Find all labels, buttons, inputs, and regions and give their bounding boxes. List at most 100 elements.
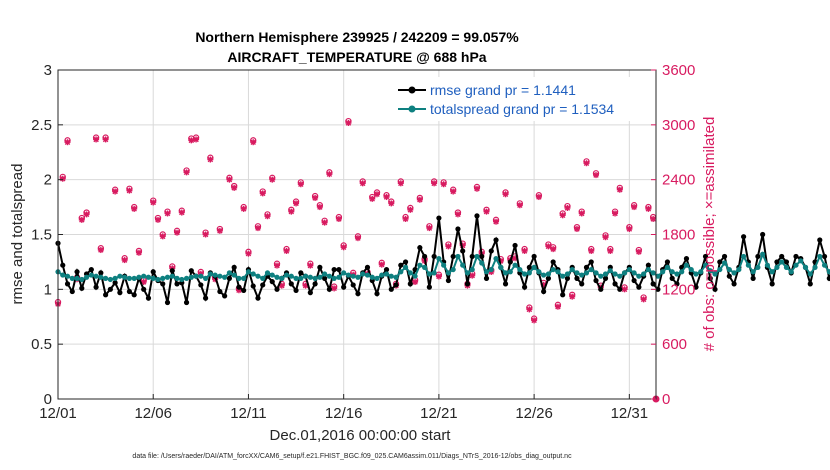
totalspread-point <box>750 269 756 275</box>
rmse-point <box>521 284 528 290</box>
totalspread-point <box>302 273 309 279</box>
totalspread-point <box>307 274 313 280</box>
totalspread-point <box>88 272 94 278</box>
rmse-point <box>560 292 566 298</box>
totalspread-point <box>721 260 728 266</box>
totalspread-point <box>621 270 628 276</box>
rmse-point <box>574 275 580 281</box>
totalspread-point <box>298 275 304 281</box>
totalspread-point <box>817 253 823 260</box>
rmse-point <box>269 279 275 285</box>
totalspread-point <box>326 273 332 279</box>
totalspread-point <box>136 274 142 280</box>
totalspread-point <box>79 276 85 283</box>
rmse-point <box>617 286 623 292</box>
totalspread-point <box>131 275 137 281</box>
data-file-footer: data file: /Users/raeder/DAI/ATM_forcXX/… <box>132 453 572 460</box>
obs-assimilated-marker <box>388 200 395 207</box>
obs-assimilated-marker <box>569 293 576 300</box>
totalspread-point <box>607 268 613 274</box>
totalspread-point <box>631 270 637 276</box>
totalspread-point <box>741 253 747 260</box>
totalspread-point <box>821 262 828 268</box>
rmse-point <box>112 280 118 286</box>
obs-assimilated-marker <box>412 279 419 286</box>
rmse-point <box>145 295 152 301</box>
rmse-point <box>479 253 485 260</box>
x-axis-label: Dec.01,2016 00:00:00 start <box>270 427 452 444</box>
totalspread-point <box>231 272 237 278</box>
y-left-tick-label-5: 2.5 <box>31 117 52 134</box>
obs-assimilated-marker <box>150 199 157 206</box>
obs-assimilated-marker <box>283 247 290 254</box>
obs-assimilated-marker <box>83 211 90 218</box>
rmse-point <box>126 288 133 295</box>
rmse-point <box>431 253 437 260</box>
rmse-point <box>117 290 123 296</box>
totalspread-point <box>193 273 199 279</box>
totalspread-point <box>707 268 713 274</box>
obs-assimilated-marker <box>531 317 538 324</box>
y-right-tick-label-2: 1200 <box>662 281 695 298</box>
totalspread-point <box>479 260 485 266</box>
totalspread-point <box>712 271 718 277</box>
legend-box <box>392 77 650 121</box>
obs-assimilated-marker <box>593 172 600 179</box>
totalspread-point <box>469 266 475 273</box>
obs-assimilated-marker <box>154 216 161 223</box>
totalspread-point <box>564 271 571 277</box>
totalspread-point <box>422 264 428 270</box>
obs-assimilated-marker <box>259 190 266 197</box>
y-left-tick-label-0: 0 <box>44 391 52 408</box>
obs-assimilated-marker <box>635 248 642 255</box>
rmse-point <box>636 284 642 290</box>
totalspread-point <box>393 274 399 280</box>
totalspread-point <box>798 258 804 264</box>
rmse-point <box>364 264 371 270</box>
totalspread-point <box>493 256 499 262</box>
totalspread-point <box>69 275 75 281</box>
obs-assimilated-marker <box>440 181 447 188</box>
totalspread-point <box>736 266 742 273</box>
obs-markers <box>54 117 660 403</box>
rmse-point <box>769 281 775 287</box>
obs-assimilated-marker <box>254 225 261 232</box>
totalspread-point <box>283 272 290 278</box>
obs-assimilated-marker <box>454 211 461 218</box>
totalspread-point <box>779 259 785 265</box>
totalspread-point <box>688 266 694 273</box>
totalspread-point <box>517 266 523 273</box>
totalspread-point <box>274 274 280 280</box>
totalspread-point <box>636 273 642 279</box>
totalspread-point <box>198 273 204 279</box>
obs-assimilated-marker <box>373 191 380 198</box>
obs-assimilated-marker <box>407 206 414 213</box>
totalspread-point <box>122 274 128 280</box>
rmse-point <box>650 281 656 287</box>
totalspread-point <box>431 270 437 276</box>
rmse-point <box>726 273 732 279</box>
x-tick-label-1: 12/06 <box>134 405 172 422</box>
totalspread-point <box>255 273 261 279</box>
rmse-point <box>821 253 828 260</box>
rmse-point <box>169 268 175 274</box>
obs-assimilated-marker <box>93 136 100 143</box>
rmse-point <box>793 253 799 260</box>
totalspread-point <box>245 269 252 275</box>
totalspread-point <box>669 269 675 275</box>
totalspread-point <box>521 271 528 277</box>
totalspread-point <box>650 270 656 276</box>
totalspread-point <box>264 270 271 276</box>
obs-assimilated-marker <box>607 247 614 254</box>
obs-assimilated-marker <box>578 210 585 217</box>
y-left-tick-label-2: 1 <box>44 281 52 298</box>
obs-assimilated-marker <box>97 247 104 254</box>
obs-assimilated-marker <box>340 244 347 251</box>
rmse-point <box>674 281 680 287</box>
rmse-point <box>702 253 709 260</box>
totalspread-point <box>807 271 813 277</box>
obs-assimilated-marker <box>621 286 628 293</box>
obs-assimilated-marker <box>245 250 252 257</box>
obs-assimilated-marker <box>288 208 295 215</box>
rmse-point <box>336 266 342 273</box>
